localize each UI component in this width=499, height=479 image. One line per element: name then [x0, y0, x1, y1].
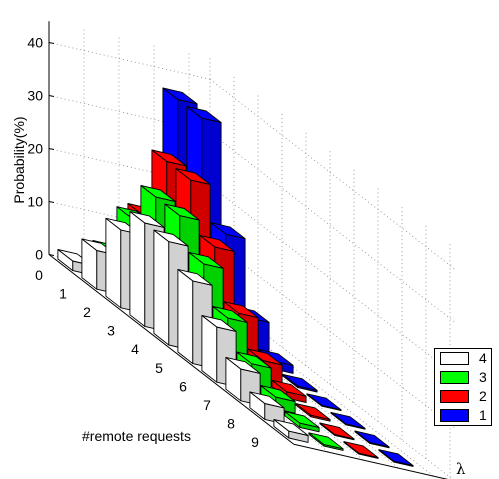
- bar: [319, 422, 355, 441]
- bar-face-top: [282, 373, 318, 391]
- bar-face-top: [162, 87, 198, 105]
- legend-label: 2: [479, 388, 487, 404]
- bar-face-top: [129, 211, 165, 228]
- bar-face-top: [153, 229, 189, 247]
- bar-face-front: [177, 268, 194, 365]
- bar: [295, 403, 331, 422]
- bar-face-top: [295, 403, 331, 421]
- x-tick-label: 3: [107, 323, 115, 339]
- legend-swatch: [440, 352, 469, 365]
- bar-face-top: [140, 185, 176, 202]
- y-tick-label: 40: [27, 35, 43, 51]
- gridline: [209, 78, 456, 270]
- bar: [273, 419, 309, 443]
- legend-swatch: [440, 390, 469, 403]
- legend-item: 1: [435, 406, 491, 425]
- bar-face-top: [308, 432, 344, 450]
- bar-face-top: [225, 356, 261, 374]
- bar-face-front: [105, 217, 122, 309]
- bar-face-top: [177, 268, 213, 286]
- bar-face-front: [153, 229, 170, 346]
- y-tick-label: 20: [27, 141, 43, 157]
- bar: [343, 441, 379, 459]
- x-axis-line: [48, 254, 295, 445]
- bar-face-top: [330, 411, 366, 429]
- y-tick: [48, 201, 55, 203]
- bar: [249, 391, 285, 425]
- y-tick-label: 30: [27, 88, 43, 104]
- bar: [354, 430, 390, 449]
- x-tick-label: 8: [227, 416, 235, 432]
- bar-face-top: [212, 306, 248, 323]
- bar: [284, 411, 320, 433]
- x-axis-label: #remote requests: [82, 428, 191, 444]
- x-tick-label: 9: [251, 434, 259, 450]
- bar-face-front: [129, 211, 146, 327]
- chart-bars: [57, 87, 414, 467]
- x-tick-label: 4: [131, 341, 139, 357]
- bar-face-top: [201, 315, 237, 332]
- y-tick: [48, 148, 55, 150]
- x-tick-label: 1: [59, 285, 67, 301]
- x-tick-label: 6: [179, 378, 187, 394]
- legend-item: 3: [435, 368, 491, 387]
- y-tick: [48, 42, 55, 44]
- y-axis-label: Probability(%): [11, 116, 27, 203]
- gridline: [48, 42, 211, 80]
- y-tick-label: 10: [27, 194, 43, 210]
- bar: [330, 411, 366, 430]
- bar-face-top: [175, 168, 211, 185]
- bar-face-top: [319, 422, 355, 440]
- legend-label: 3: [479, 369, 487, 385]
- bar-face-top: [378, 449, 414, 467]
- z-axis-line: [293, 443, 449, 479]
- y-tick: [48, 95, 55, 97]
- bar-face-top: [273, 419, 309, 436]
- legend-swatch: [440, 409, 469, 422]
- x-tick-label: 0: [35, 267, 43, 283]
- bar-face-top: [188, 251, 224, 269]
- bar: [282, 373, 318, 393]
- bar: [306, 393, 342, 412]
- x-tick-label: 2: [83, 304, 91, 320]
- bar-face-top: [186, 106, 222, 123]
- bar-face-top: [247, 348, 283, 366]
- legend-item: 4: [435, 349, 491, 368]
- x-tick-label: 7: [203, 397, 211, 413]
- bar-face-top: [284, 411, 320, 428]
- z-axis-label: λ: [456, 460, 466, 478]
- bar-face-top: [249, 391, 285, 409]
- gridline: [209, 131, 456, 323]
- bar: [308, 432, 344, 451]
- bar-face-top: [260, 385, 296, 402]
- bar-face-top: [236, 351, 272, 369]
- x-tick-label: 5: [155, 360, 163, 376]
- legend: 4 3 2 1: [434, 348, 492, 426]
- bar-face-top: [210, 222, 246, 240]
- legend-label: 1: [479, 407, 487, 423]
- bar-face-top: [343, 441, 379, 459]
- bar: [378, 449, 414, 467]
- bar-face-top: [223, 301, 259, 319]
- y-tick-label: 0: [35, 247, 43, 263]
- legend-label: 4: [479, 350, 487, 366]
- bar-face-top: [164, 203, 200, 221]
- bar-face-top: [271, 379, 307, 397]
- bar-face-top: [354, 430, 390, 448]
- legend-swatch: [440, 371, 469, 384]
- bar-face-top: [306, 393, 342, 411]
- bar-face-top: [199, 234, 235, 252]
- legend-item: 2: [435, 387, 491, 406]
- bar-face-top: [151, 149, 187, 167]
